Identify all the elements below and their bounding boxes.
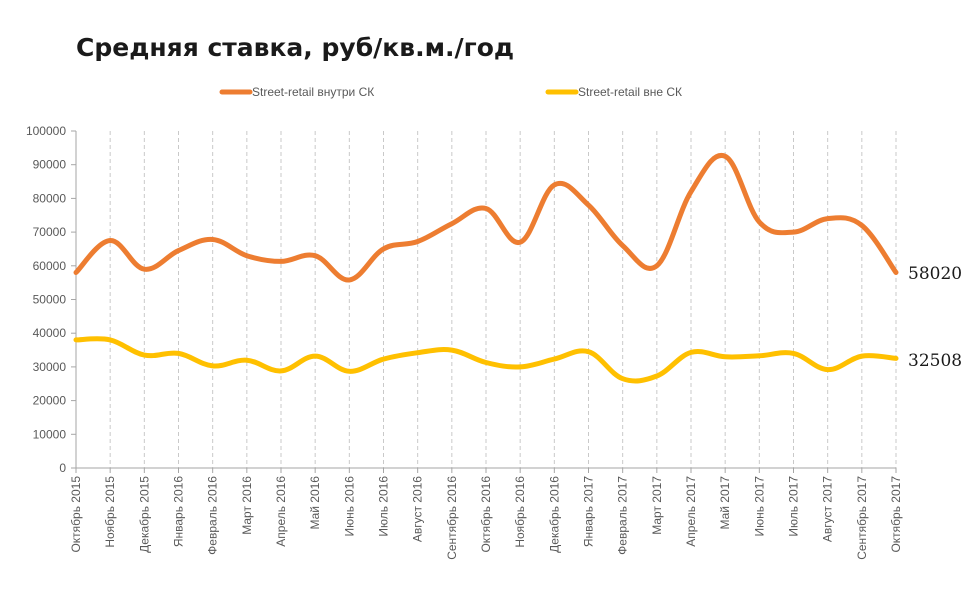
chart-title: Средняя ставка, руб/кв.м./год — [76, 33, 514, 62]
y-tick-label: 100000 — [26, 124, 66, 138]
x-tick-label: Май 2017 — [718, 476, 732, 530]
x-tick-label: Сентябрь 2016 — [445, 476, 459, 560]
x-tick-label: Март 2016 — [240, 476, 254, 535]
x-axis-ticks: Октябрь 2015 Ноябрь 2015 Декабрь 2015 Январ… — [69, 468, 903, 560]
y-tick-label: 70000 — [33, 225, 67, 239]
y-tick-label: 40000 — [33, 326, 67, 340]
x-tick-label: Июнь 2017 — [752, 476, 766, 537]
x-tick-label: Март 2017 — [650, 476, 664, 535]
x-tick-label: Ноябрь 2015 — [103, 476, 117, 548]
x-tick-label: Июль 2016 — [377, 476, 391, 537]
y-tick-label: 60000 — [33, 259, 67, 273]
x-tick-label: Декабрь 2016 — [547, 476, 561, 553]
x-tick-label: Февраль 2016 — [206, 476, 220, 555]
legend-label-2: Street-retail вне СК — [578, 85, 682, 99]
x-tick-label: Июнь 2016 — [342, 476, 356, 537]
x-tick-label: Август 2017 — [821, 476, 835, 542]
x-tick-label: Октябрь 2015 — [69, 476, 83, 553]
x-tick-label: Август 2016 — [411, 476, 425, 542]
series-line-2 — [73, 336, 899, 384]
x-tick-label: Сентябрь 2017 — [855, 476, 869, 560]
x-tick-label: Октябрь 2017 — [889, 476, 903, 553]
end-labels: 58020 32508 — [908, 264, 962, 371]
x-tick-label: Февраль 2017 — [616, 476, 630, 555]
x-tick-label: Ноябрь 2016 — [513, 476, 527, 548]
x-tick-label: Апрель 2016 — [274, 476, 288, 547]
y-tick-label: 90000 — [33, 158, 67, 172]
end-label-2: 32508 — [908, 351, 962, 371]
legend: Street-retail внутри СК Street-retail вне… — [219, 85, 682, 99]
y-tick-label: 20000 — [33, 394, 67, 408]
end-label-1: 58020 — [908, 264, 962, 284]
y-tick-label: 0 — [59, 461, 66, 475]
x-tick-label: Июль 2017 — [787, 476, 801, 537]
x-tick-label: Январь 2017 — [582, 476, 596, 547]
legend-label-1: Street-retail внутри СК — [252, 85, 374, 99]
x-tick-label: Декабрь 2015 — [137, 476, 151, 553]
x-tick-label: Апрель 2017 — [684, 476, 698, 547]
y-tick-label: 50000 — [33, 293, 67, 307]
grid — [75, 131, 897, 468]
y-axis-ticks: 0 10000 20000 30000 40000 50000 60000 70000 8000… — [26, 124, 76, 475]
y-tick-label: 10000 — [33, 427, 67, 441]
series-lines — [73, 152, 899, 384]
y-tick-label: 30000 — [33, 360, 67, 374]
x-tick-label: Январь 2016 — [172, 476, 186, 547]
series-line-1 — [73, 152, 899, 283]
x-tick-label: Май 2016 — [308, 476, 322, 530]
y-tick-label: 80000 — [33, 191, 67, 205]
x-tick-label: Октябрь 2016 — [479, 476, 493, 553]
